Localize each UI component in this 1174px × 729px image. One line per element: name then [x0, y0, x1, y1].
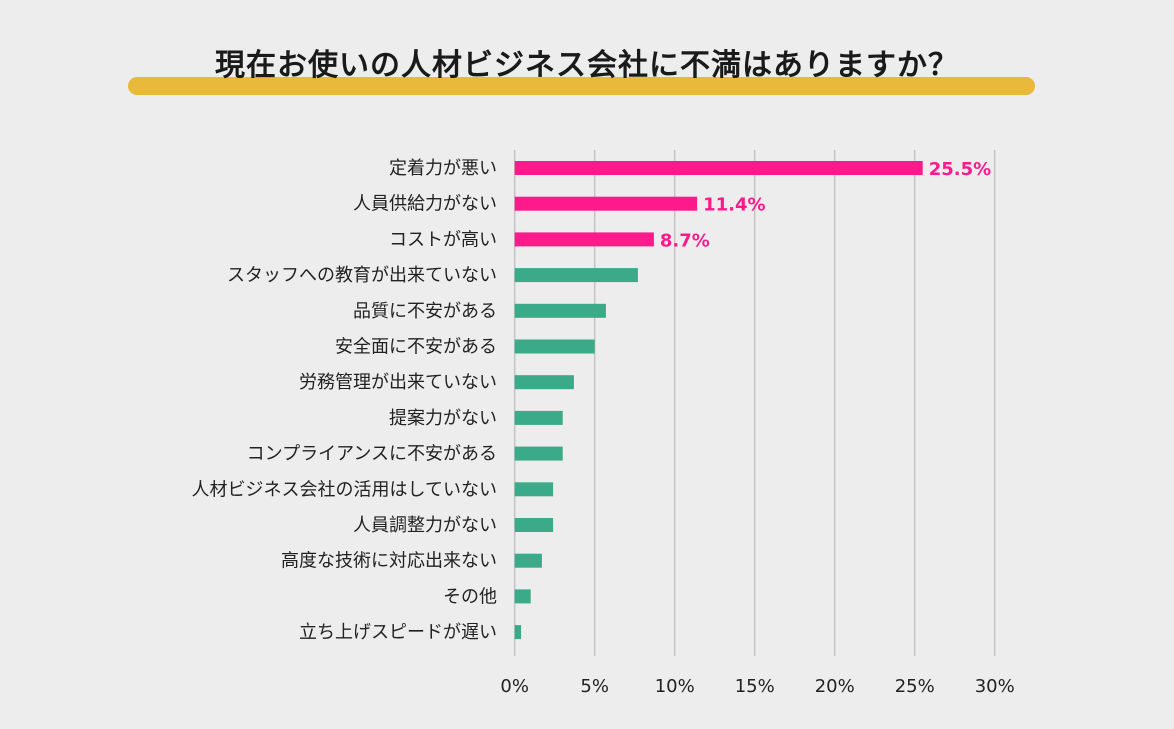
bar [514, 553, 542, 568]
x-tick-label: 20% [815, 676, 855, 697]
bar [514, 339, 595, 354]
bar [514, 625, 522, 640]
bar [514, 268, 638, 283]
bar [514, 375, 574, 390]
x-tick-label: 0% [500, 676, 529, 697]
bar [514, 303, 606, 318]
category-label: 人員供給力がない [353, 194, 497, 215]
data-label: 8.7% [660, 230, 710, 251]
bar [514, 196, 698, 211]
category-label: 人員調整力がない [353, 515, 497, 536]
category-label: スタッフへの教育が出来ていない [227, 265, 497, 286]
category-label: その他 [443, 586, 497, 607]
category-label: 労務管理が出来ていない [299, 372, 497, 393]
bar [514, 518, 554, 532]
category-label: 品質に不安がある [353, 301, 497, 322]
category-label: 提案力がない [389, 408, 497, 429]
category-label: 立ち上げスピードが遅い [299, 622, 497, 643]
bar [514, 161, 923, 175]
bar [514, 446, 563, 461]
category-label: 人材ビジネス会社の活用はしていない [192, 479, 497, 500]
x-tick-label: 15% [735, 676, 775, 697]
category-label: 定着力が悪い [389, 158, 497, 179]
bar [514, 482, 554, 497]
category-label: 高度な技術に対応出来ない [281, 551, 497, 572]
title-underline [128, 77, 1035, 95]
x-tick-label: 30% [975, 676, 1015, 697]
chart-title: 現在お使いの人材ビジネス会社に不満はありますか？ [215, 48, 959, 83]
bar [514, 589, 531, 604]
category-label: コストが高い [389, 229, 497, 250]
x-tick-label: 5% [580, 676, 609, 697]
category-label: 安全面に不安がある [335, 337, 497, 358]
bar [514, 232, 654, 247]
x-tick-label: 10% [655, 676, 695, 697]
data-label: 11.4% [703, 195, 765, 216]
bar [514, 410, 563, 425]
data-label: 25.5% [929, 159, 991, 180]
category-label: コンプライアンスに不安がある [247, 444, 497, 465]
x-tick-label: 25% [895, 676, 935, 697]
